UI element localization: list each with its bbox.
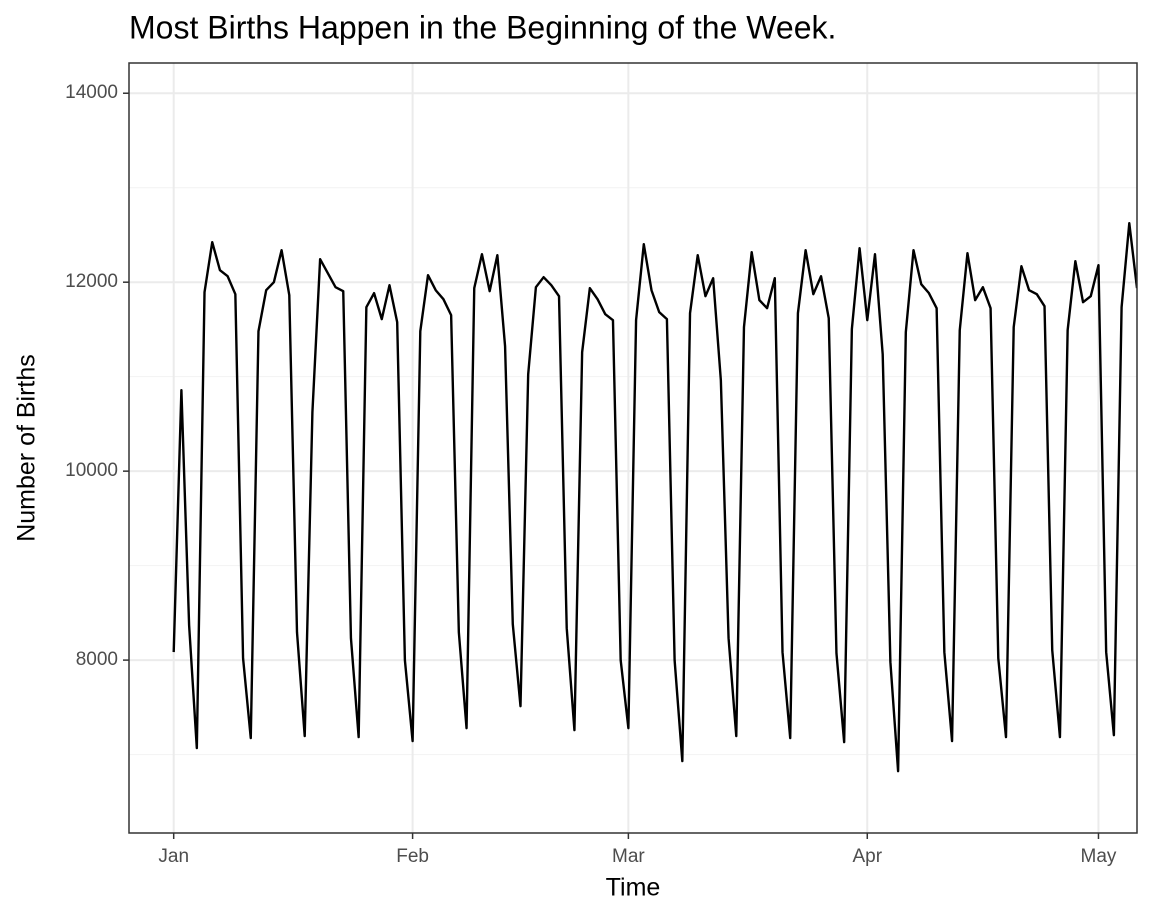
y-tick-label: 14000 [65, 82, 118, 103]
x-tick-label: Jan [158, 846, 189, 867]
line-series [172, 222, 1137, 773]
x-axis-title: Time [606, 874, 661, 902]
x-tick-label: Mar [612, 846, 645, 867]
x-tick-label: Feb [396, 846, 429, 867]
y-tick-label: 10000 [65, 460, 118, 481]
chart-title: Most Births Happen in the Beginning of t… [129, 9, 836, 45]
panel-border [128, 62, 1138, 834]
y-axis-title: Number of Births [13, 354, 41, 542]
y-tick-label: 12000 [65, 271, 118, 292]
y-tick-label: 8000 [76, 649, 118, 670]
x-tick-label: May [1081, 846, 1117, 867]
x-tick-label: Apr [852, 846, 882, 867]
